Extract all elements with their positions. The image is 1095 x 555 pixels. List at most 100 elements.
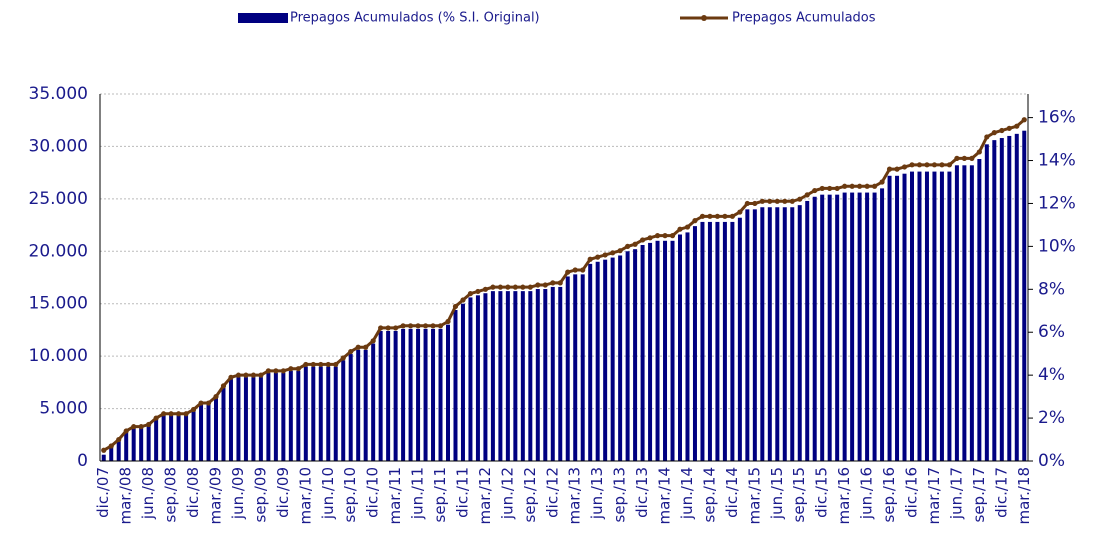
bar <box>101 454 106 461</box>
bar <box>386 330 391 461</box>
line-marker <box>610 250 616 256</box>
bar <box>812 196 817 461</box>
bar <box>453 310 458 461</box>
x-tick-label: sep./15 <box>790 467 808 522</box>
y2-tick-label: 12% <box>1038 193 1076 213</box>
bar <box>880 188 885 461</box>
bar <box>318 366 323 461</box>
x-tick-label: sep./14 <box>700 467 718 522</box>
x-tick-label: dic./17 <box>992 467 1010 518</box>
x-tick-label: dic./11 <box>453 467 471 518</box>
line-marker <box>535 282 541 288</box>
line-marker <box>752 200 758 207</box>
bar <box>917 171 922 461</box>
bar <box>228 379 233 461</box>
bar <box>490 291 495 461</box>
bar <box>969 165 974 461</box>
x-tick-label: dic./15 <box>813 467 831 518</box>
line-marker <box>497 284 503 290</box>
line-marker <box>587 256 593 262</box>
line-marker <box>916 162 923 168</box>
bar <box>984 144 989 461</box>
bar <box>543 289 548 461</box>
line-marker <box>520 284 526 290</box>
line-marker <box>774 198 780 204</box>
line-marker <box>827 185 833 192</box>
line-marker <box>333 361 339 368</box>
line-marker <box>348 348 354 355</box>
bar <box>910 171 914 461</box>
line-marker <box>976 149 982 155</box>
line-marker <box>812 187 818 194</box>
bar <box>872 192 877 461</box>
bar <box>865 192 870 461</box>
y2-tick-label: 10% <box>1038 236 1076 256</box>
x-tick-label: dic./16 <box>903 467 921 518</box>
x-tick-label: mar./17 <box>925 467 943 525</box>
line-marker <box>385 325 391 331</box>
line-marker <box>729 213 735 219</box>
line-marker <box>175 411 182 417</box>
bar <box>423 328 428 461</box>
y-tick-label: 0 <box>77 451 88 471</box>
bar <box>670 240 675 461</box>
x-tick-label: mar./16 <box>835 467 853 525</box>
bar <box>281 372 286 461</box>
x-tick-label: jun./17 <box>947 467 965 520</box>
bar <box>131 427 136 461</box>
bar <box>475 295 480 461</box>
line-marker <box>654 233 661 239</box>
line-marker <box>310 361 316 368</box>
line-marker <box>991 130 997 136</box>
x-tick-label: jun./15 <box>768 467 786 520</box>
line-marker <box>714 213 721 219</box>
bar <box>625 251 630 461</box>
bar <box>924 171 929 461</box>
line-marker <box>557 280 563 286</box>
line-marker <box>946 162 953 168</box>
line-marker <box>871 183 878 189</box>
bar <box>595 261 600 461</box>
line-marker <box>684 224 691 230</box>
bar <box>685 232 690 461</box>
line-marker <box>939 162 945 168</box>
x-tick-label: dic./07 <box>94 467 112 518</box>
x-tick-label: sep./10 <box>341 467 359 522</box>
line-marker <box>475 288 481 295</box>
bar <box>573 274 578 461</box>
line-marker <box>857 183 863 189</box>
bar <box>932 171 937 461</box>
bar <box>648 242 653 461</box>
bar <box>842 192 847 461</box>
line-marker <box>243 372 249 378</box>
line-marker <box>782 198 788 204</box>
line-marker <box>677 226 683 232</box>
line-marker <box>565 269 571 275</box>
bar <box>311 366 316 461</box>
x-tick-label: dic./09 <box>274 467 292 518</box>
line-marker <box>183 411 189 417</box>
bar <box>962 165 967 461</box>
bar <box>214 398 218 461</box>
line-marker <box>265 368 271 374</box>
line-marker <box>692 218 698 224</box>
bar <box>468 297 473 461</box>
bar <box>947 171 952 461</box>
line-marker <box>258 372 264 378</box>
x-tick-label: dic./08 <box>184 467 202 518</box>
bar <box>692 226 697 461</box>
line-marker <box>737 209 743 215</box>
x-tick-label: mar./10 <box>296 467 314 525</box>
bar <box>999 138 1004 462</box>
bar <box>850 192 855 461</box>
line-marker <box>482 286 489 292</box>
line-marker <box>617 248 623 254</box>
bar <box>505 291 510 461</box>
line-marker <box>490 284 496 290</box>
line-marker <box>669 233 676 239</box>
bar <box>902 173 907 462</box>
y-tick-label: 30.000 <box>29 136 88 156</box>
line-marker <box>834 185 840 192</box>
line-marker <box>280 368 286 374</box>
